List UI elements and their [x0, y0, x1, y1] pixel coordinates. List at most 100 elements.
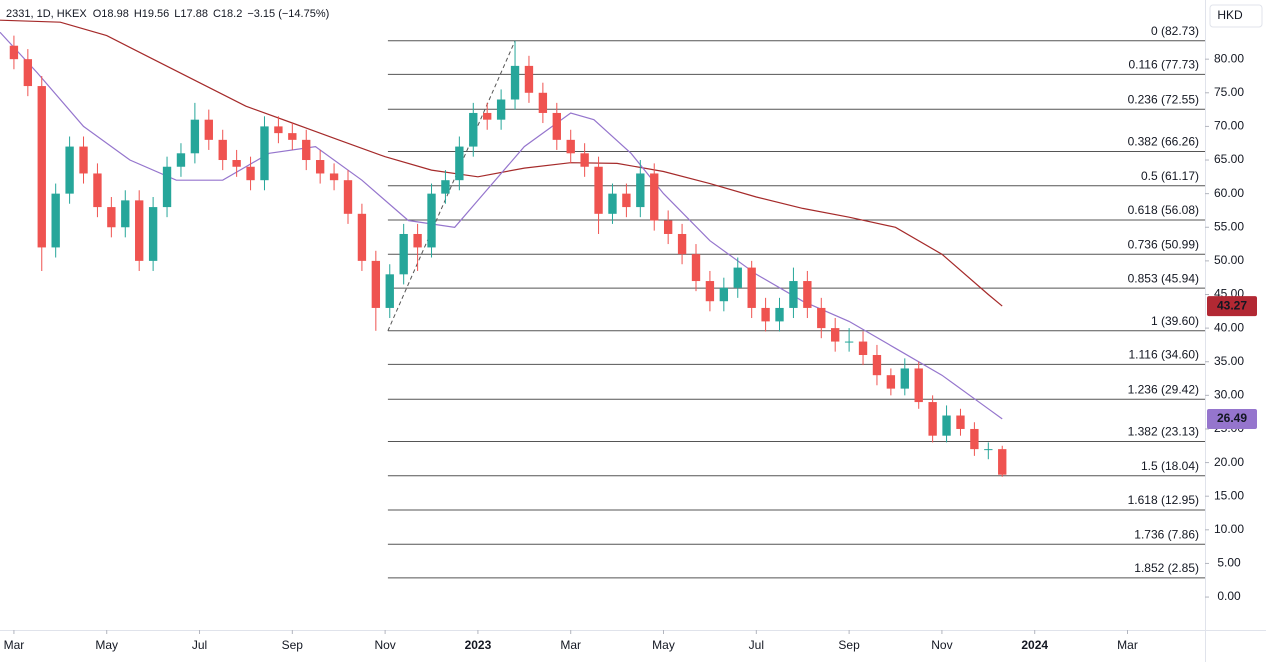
- candle-body: [566, 139, 575, 154]
- ohlc-key: O: [93, 8, 102, 20]
- y-tick-label: 10.00: [1214, 522, 1244, 536]
- currency: HKD: [1217, 8, 1243, 22]
- candle-body: [65, 146, 74, 194]
- candle-body: [719, 287, 729, 302]
- candle-body: [148, 207, 158, 261]
- y-tick-label: 60.00: [1214, 186, 1244, 200]
- candle-body: [329, 173, 339, 181]
- candle-body: [691, 254, 701, 282]
- candle-body: [246, 166, 255, 181]
- candle-body: [594, 166, 603, 214]
- fib-label: 1.382 (23.13): [1128, 425, 1199, 439]
- candle-body: [413, 233, 422, 248]
- ohlc-value: 18.98: [101, 8, 129, 20]
- fib-label: 1.736 (7.86): [1134, 527, 1199, 541]
- x-tick-label: Sep: [838, 638, 860, 652]
- x-tick-label: Jul: [749, 638, 764, 652]
- candle-body: [260, 126, 269, 181]
- y-tick-label: 50.00: [1214, 253, 1244, 267]
- candle-body: [483, 112, 492, 120]
- candle-body: [789, 281, 798, 308]
- moving-average: [0, 31, 1003, 420]
- ohlc-key: H: [134, 8, 142, 20]
- candle-body: [914, 368, 923, 403]
- candle-body: [803, 281, 812, 308]
- x-tick-label: May: [95, 638, 118, 652]
- ohlc-key: L: [174, 8, 180, 20]
- candle-body: [107, 207, 116, 228]
- x-tick-label: 2024: [1021, 638, 1048, 652]
- candle-body: [677, 233, 687, 255]
- candle-body: [302, 139, 311, 161]
- x-tick-label: Nov: [931, 638, 952, 652]
- candle-body: [817, 307, 826, 329]
- candle-body: [357, 213, 367, 261]
- fib-label: 0.5 (61.17): [1141, 169, 1199, 183]
- price-tag-label: 26.49: [1217, 411, 1247, 425]
- y-tick-label: 40.00: [1214, 320, 1244, 334]
- candle-body: [775, 307, 784, 322]
- change: −3.15 (−14.75%): [247, 8, 329, 20]
- candle-body: [218, 139, 227, 161]
- fib-label: 0.382 (66.26): [1128, 135, 1199, 149]
- price-tag: [1207, 296, 1257, 317]
- x-tick-label: Mar: [4, 638, 25, 652]
- y-tick-label: 20.00: [1214, 455, 1244, 469]
- x-tick-label: Mar: [1117, 638, 1138, 652]
- candle-body: [733, 267, 742, 288]
- symbol: 2331, 1D, HKEX: [6, 8, 87, 20]
- x-tick-label: 2023: [465, 638, 492, 652]
- candle-body: [93, 173, 102, 208]
- price-tag: [1207, 408, 1257, 429]
- candle-body: [622, 193, 631, 208]
- plot-area: 0 (82.73) 0.116 (77.73) 0.236 (72.55) 0.382…: [0, 19, 1205, 579]
- candle-body: [900, 368, 909, 389]
- candle-body: [663, 220, 673, 234]
- candle-body: [928, 402, 937, 436]
- y-tick-label: 5.00: [1217, 556, 1241, 570]
- moving-average: [0, 19, 1003, 307]
- candle-body: [998, 449, 1007, 475]
- ohlc-value: 19.56: [142, 8, 170, 20]
- fib-label: 0.618 (56.08): [1128, 203, 1199, 217]
- candle-body: [831, 328, 840, 342]
- candle-body: [496, 99, 506, 120]
- candle-body: [636, 173, 645, 208]
- candle-body: [956, 415, 965, 429]
- y-tick-label: 80.00: [1214, 51, 1244, 65]
- fib-label: 0 (82.73): [1151, 24, 1199, 38]
- fib-label: 1.618 (12.95): [1128, 493, 1199, 507]
- ohlc-value: 18.2: [221, 8, 242, 20]
- candle-body: [315, 160, 325, 174]
- x-tick-label: Mar: [560, 638, 581, 652]
- candle-body: [399, 233, 408, 275]
- candle-body: [650, 173, 659, 221]
- candle-body: [288, 133, 297, 140]
- trend-line: [387, 40, 516, 332]
- fib-label: 0.236 (72.55): [1128, 92, 1199, 106]
- currency-box[interactable]: [1209, 4, 1263, 28]
- candle-body: [135, 200, 144, 261]
- candle-body: [970, 428, 979, 450]
- candle-body: [9, 45, 19, 60]
- fib-label: 1.5 (18.04): [1141, 459, 1199, 473]
- candle-body: [858, 341, 868, 356]
- candle-body: [942, 415, 951, 436]
- candle-body: [747, 267, 756, 308]
- x-tick-label: Sep: [282, 638, 304, 652]
- candle-body: [51, 193, 60, 248]
- fib-label: 0.116 (77.73): [1129, 58, 1200, 72]
- candle-body: [455, 146, 464, 181]
- y-tick-label: 35.00: [1214, 354, 1244, 368]
- fib-label: 1.852 (2.85): [1134, 561, 1199, 575]
- fib-label: 0.853 (45.94): [1128, 271, 1199, 285]
- candle-body: [37, 86, 46, 248]
- y-tick-label: 0.00: [1217, 589, 1241, 603]
- candle-body: [524, 65, 534, 93]
- ohlc-value: 17.88: [180, 8, 208, 20]
- candle-body: [510, 65, 520, 100]
- candle-body: [385, 274, 394, 308]
- x-tick-label: Jul: [192, 638, 207, 652]
- candle-body: [204, 119, 213, 140]
